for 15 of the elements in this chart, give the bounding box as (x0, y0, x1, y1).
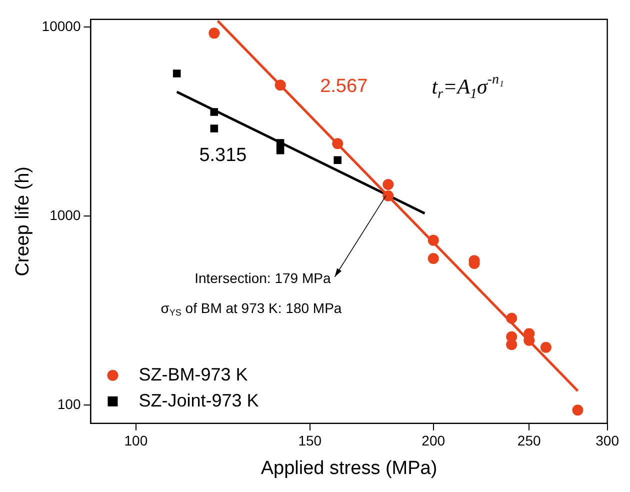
y-axis-title: Creep life (h) (12, 166, 34, 276)
annotation: 2.567 (320, 76, 368, 98)
y-tick-label: 100 (57, 396, 81, 412)
x-tick-label: 150 (298, 432, 322, 449)
x-tick-label: 100 (124, 432, 148, 449)
y-tick-label: 10000 (42, 18, 81, 34)
annotation: Intersection: 179 MPa (194, 270, 331, 286)
x-tick-label: 250 (517, 432, 541, 449)
x-tick-label: 200 (422, 432, 446, 449)
annotation: 5.315 (199, 144, 247, 166)
x-tick-label: 300 (596, 432, 620, 449)
legend-label: SZ-BM-973 K (138, 364, 248, 384)
x-axis-title: Applied stress (MPa) (260, 458, 438, 479)
legend-label: SZ-Joint-973 K (138, 390, 259, 410)
y-tick-label: 1000 (50, 207, 81, 224)
